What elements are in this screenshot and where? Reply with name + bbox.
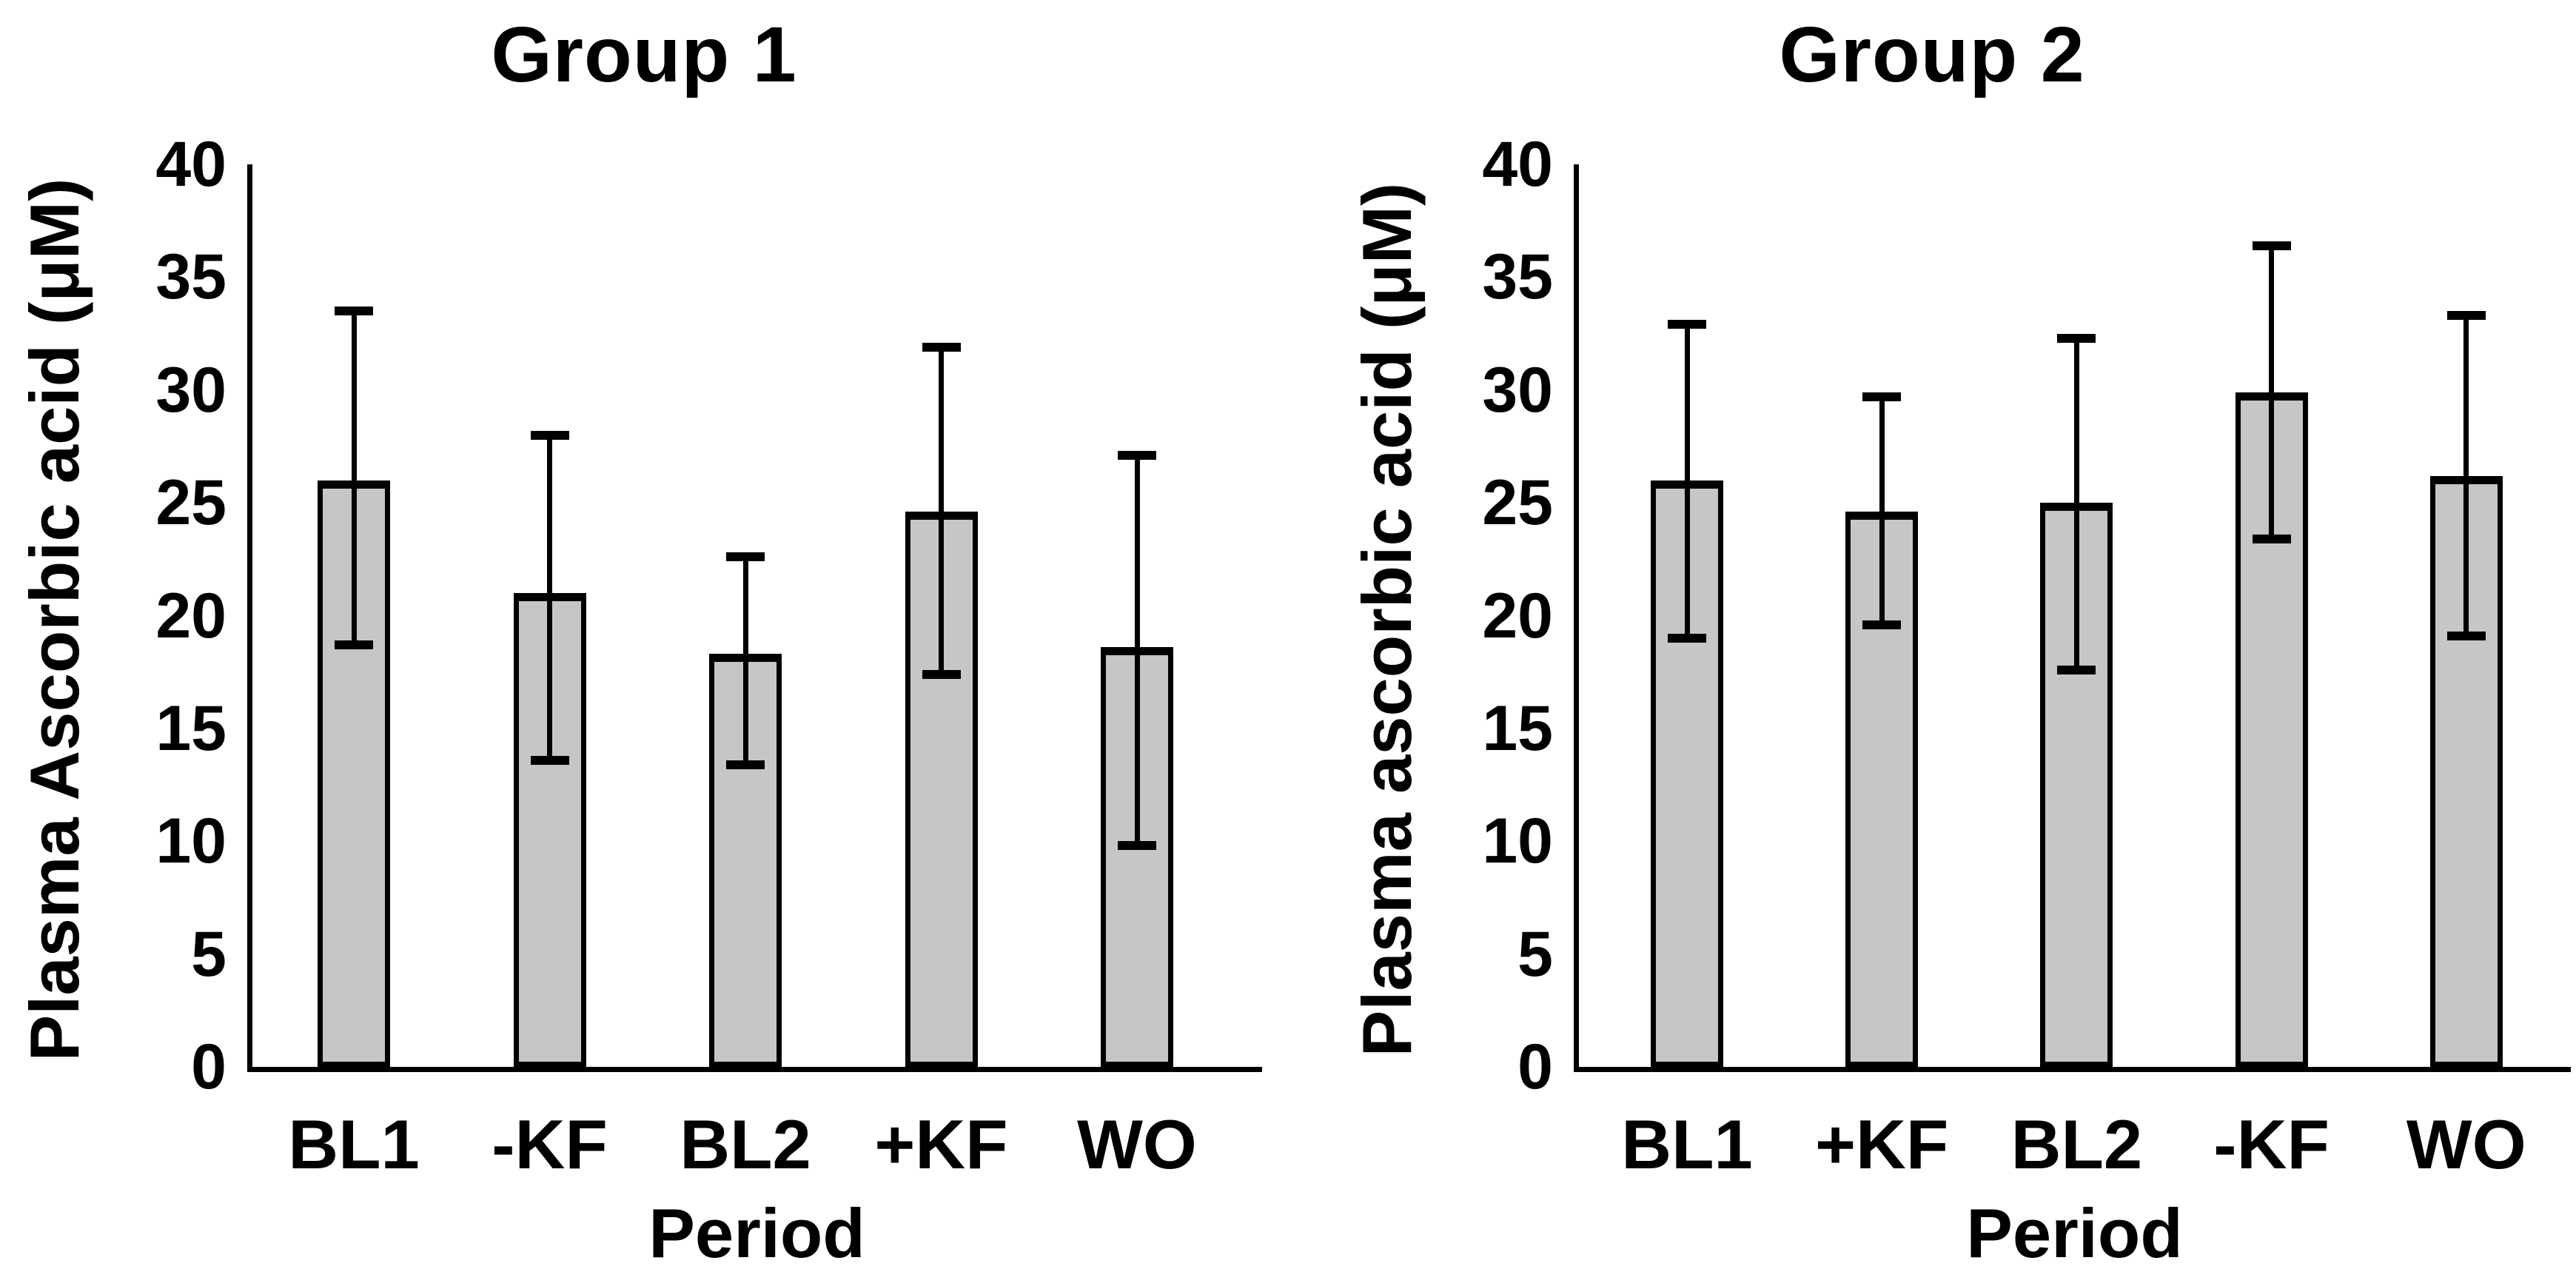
error-bar-cap-bottom (335, 640, 373, 650)
y-tick-label: 0 (1517, 1031, 1553, 1102)
chart-title: Group 1 (491, 11, 797, 98)
error-bar-line (2073, 338, 2079, 670)
error-bar-line (1879, 396, 1885, 625)
y-tick-label: 5 (1517, 918, 1553, 990)
error-bar-line (939, 346, 944, 674)
error-bar-line (547, 435, 552, 760)
error-bar-line (742, 557, 748, 765)
error-bar-cap-bottom (530, 755, 569, 765)
category-label: BL1 (1621, 1105, 1753, 1183)
y-axis-line (1574, 164, 1579, 1072)
category-label: +KF (1815, 1105, 1949, 1183)
x-axis-line (247, 1067, 1262, 1072)
y-tick-label: 5 (191, 918, 227, 990)
category-label: BL2 (680, 1105, 811, 1183)
y-tick-label: 0 (191, 1031, 227, 1102)
error-bar-cap-top (1862, 392, 1902, 401)
error-bar-line (2269, 245, 2275, 539)
error-bar-cap-bottom (1118, 841, 1156, 851)
chart-group-1: Group 1 Plasma Ascorbic acid (μM) Period… (16, 11, 1262, 1269)
error-bar-line (2463, 315, 2469, 636)
x-axis-title: Period (648, 1194, 865, 1269)
y-tick-label: 10 (155, 806, 227, 877)
y-tick-label: 15 (1482, 692, 1553, 764)
category-label: +KF (874, 1105, 1008, 1183)
error-bar-line (1684, 324, 1690, 638)
error-bar-line (351, 311, 357, 646)
y-tick-label: 35 (155, 241, 227, 313)
y-tick-label: 20 (1482, 580, 1553, 652)
category-label: -KF (2213, 1105, 2330, 1183)
error-bar-cap-top (2446, 311, 2486, 321)
error-bar-cap-top (2252, 241, 2291, 250)
y-tick-label: 40 (1482, 129, 1553, 200)
error-bar-cap-top (1118, 451, 1156, 461)
error-bar-cap-bottom (1862, 620, 1902, 629)
category-label: WO (1077, 1105, 1197, 1183)
y-tick-label: 20 (155, 580, 227, 652)
category-label: BL2 (2010, 1105, 2143, 1183)
error-bar-cap-bottom (2057, 665, 2096, 674)
x-axis-title: Period (1966, 1194, 2183, 1269)
y-tick-label: 25 (155, 467, 227, 539)
category-label: -KF (492, 1105, 608, 1183)
error-bar-cap-top (335, 307, 373, 316)
y-tick-label: 35 (1482, 241, 1553, 313)
error-bar-cap-top (922, 342, 961, 352)
x-axis-line (1574, 1067, 2571, 1072)
error-bar-cap-top (726, 552, 765, 562)
error-bar-cap-top (530, 430, 569, 440)
error-bar-cap-bottom (2446, 631, 2486, 640)
error-bar-cap-bottom (726, 760, 765, 769)
category-label: WO (2406, 1105, 2526, 1183)
error-bar-cap-bottom (1668, 633, 1706, 643)
error-bar-line (1134, 455, 1140, 846)
y-tick-label: 25 (1482, 467, 1553, 539)
error-bar-cap-top (1668, 320, 1706, 329)
y-tick-label: 40 (155, 129, 227, 200)
y-axis-line (247, 164, 252, 1072)
error-bar-cap-top (2057, 333, 2096, 343)
chart-group-2: Group 2 Plasma ascorbic acid (μM) Period… (1288, 0, 2576, 1269)
error-bar-cap-bottom (2252, 534, 2291, 543)
category-label: BL1 (288, 1105, 420, 1183)
y-tick-label: 30 (1482, 354, 1553, 426)
y-tick-label: 30 (155, 354, 227, 426)
chart-title: Group 2 (1779, 11, 2085, 98)
y-tick-label: 10 (1482, 806, 1553, 877)
error-bar-cap-bottom (922, 669, 961, 679)
y-tick-label: 15 (155, 692, 227, 764)
